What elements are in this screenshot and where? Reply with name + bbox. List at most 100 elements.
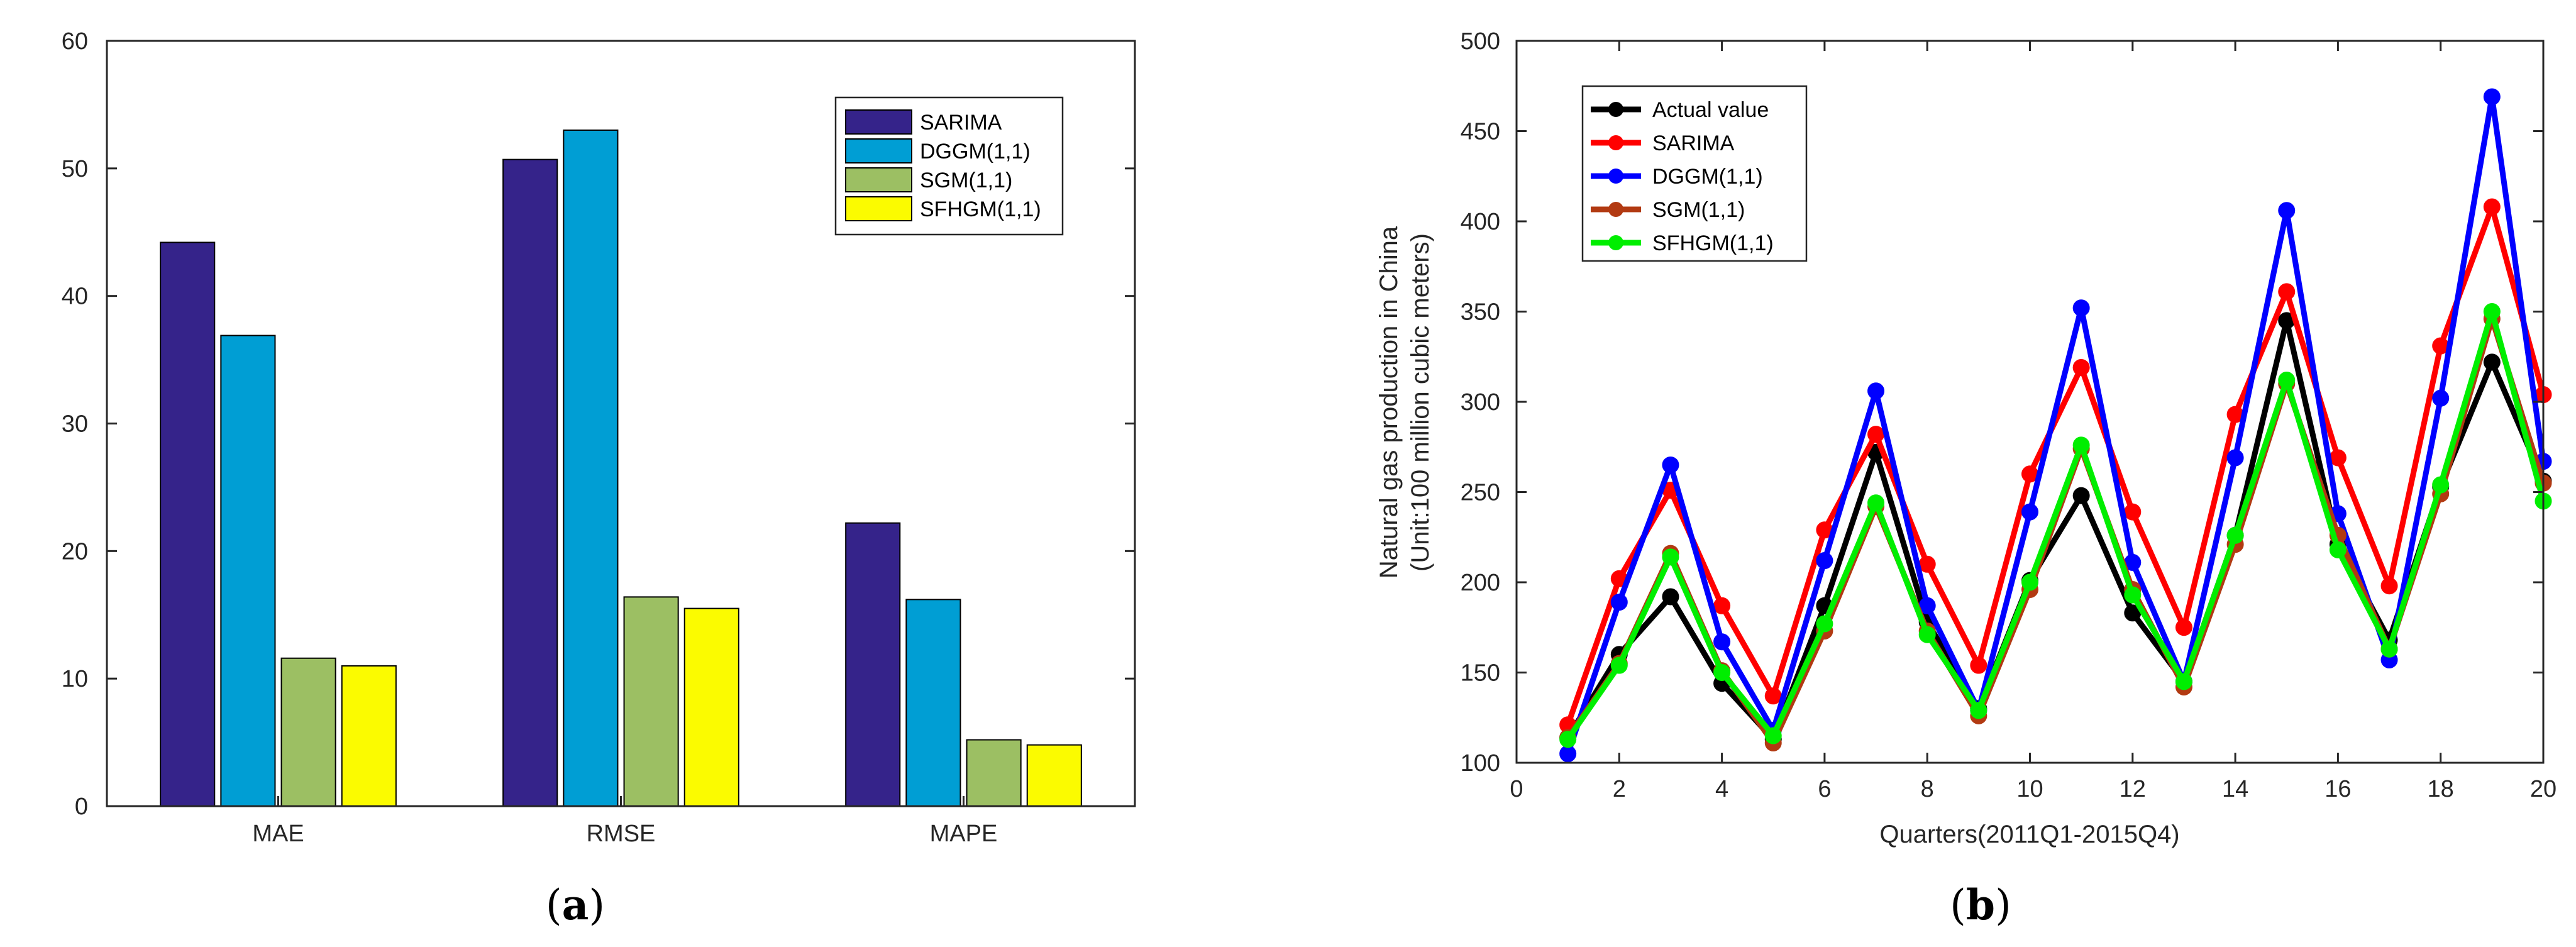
point-sarima-q17 — [2380, 577, 2398, 595]
panel-label-a-close: ) — [589, 881, 605, 929]
panel-label-a: (a) — [546, 880, 605, 929]
x-tick-label-b: 10 — [2016, 776, 2043, 802]
x-tick-label-b: 6 — [1818, 776, 1831, 802]
legend-marker-dggm-1-1 — [1608, 169, 1623, 184]
point-sfhgm-1-1-q4 — [1713, 664, 1731, 681]
legend-swatch-sfhgm-1-1 — [845, 196, 912, 221]
point-sarima-q11 — [2072, 358, 2090, 376]
legend-label-sfhgm-1-1: SFHGM(1,1) — [920, 197, 1041, 221]
point-sfhgm-1-1-q13 — [2175, 673, 2192, 690]
bar-chart-bars — [160, 129, 1082, 807]
point-dggm-1-1-q6 — [1816, 552, 1833, 570]
point-sfhgm-1-1-q19 — [2483, 303, 2501, 320]
x-axis-b: 0 2 4 6 8 10 12 14 16 18 20 — [1510, 41, 2557, 802]
legend-label-sarima: SARIMA — [920, 111, 1002, 135]
point-dggm-1-1-q4 — [1713, 633, 1731, 651]
bar-sfhgm-1-1-rmse — [683, 607, 739, 807]
series-line-actual-value — [1565, 318, 2546, 743]
point-dggm-1-1-q2 — [1610, 594, 1628, 611]
legend-label-actual-value: Actual value — [1652, 98, 1769, 122]
point-sfhgm-1-1-q8 — [1918, 626, 1936, 643]
legend-a: SARIMA DGGM(1,1) SGM(1,1) SFHGM(1,1) — [834, 96, 1064, 236]
y-tick-label-b: 250 — [1461, 480, 1500, 506]
point-sfhgm-1-1-q17 — [2380, 640, 2398, 658]
x-tick-label-b: 18 — [2428, 776, 2454, 802]
x-tick-label-b: 16 — [2324, 776, 2351, 802]
y-tick-label-b: 300 — [1461, 389, 1500, 416]
y-tick-label-a: 40 — [62, 284, 88, 310]
y-tick-label-b: 450 — [1461, 119, 1500, 145]
point-dggm-1-1-q15 — [2278, 202, 2296, 219]
legend-label-dggm-1-1: DGGM(1,1) — [920, 140, 1031, 163]
point-sfhgm-1-1-q5 — [1764, 727, 1782, 745]
y-tick-label-b: 200 — [1461, 570, 1500, 596]
x-axis-label-b: Quarters(2011Q1-2015Q4) — [1879, 821, 2179, 848]
x-axis-a: MAE RMSE MAPE — [252, 796, 997, 847]
series-line-sfhgm-1-1 — [1565, 309, 2546, 741]
point-dggm-1-1-q10 — [2021, 503, 2038, 521]
y-tick-label-b: 150 — [1461, 660, 1500, 687]
y-axis-a: 0 10 20 30 40 50 60 — [62, 28, 1135, 820]
point-sfhgm-1-1-q16 — [2329, 541, 2347, 558]
bar-sgm-1-1-mape — [966, 739, 1022, 807]
bar-chart-error-metrics: 0 10 20 30 40 50 60 MAE RMSE MAPE SARIMA DGGM(1,1… — [62, 28, 1136, 847]
point-sfhgm-1-1-q9 — [1970, 702, 1987, 719]
point-sarima-q9 — [1970, 656, 1987, 674]
legend-swatch-sarima — [845, 109, 912, 135]
legend-label-sarima: SARIMA — [1652, 131, 1735, 155]
point-sarima-q13 — [2175, 619, 2192, 636]
bar-dggm-1-1-rmse — [563, 129, 619, 807]
point-dggm-1-1-q11 — [2072, 299, 2090, 317]
bar-sfhgm-1-1-mae — [341, 665, 397, 807]
y-tick-label-a: 20 — [62, 538, 88, 565]
y-axis-b: 100 150 200 250 300 350 400 450 500 — [1461, 28, 2543, 777]
y-tick-label-a: 60 — [62, 28, 88, 55]
x-tick-label-mae: MAE — [252, 821, 304, 847]
point-sfhgm-1-1-q10 — [2021, 573, 2038, 591]
point-sarima-q19 — [2483, 198, 2501, 216]
legend-marker-sgm-1-1 — [1608, 202, 1623, 217]
point-dggm-1-1-q18 — [2432, 389, 2450, 407]
bar-sgm-1-1-mae — [280, 657, 336, 807]
point-sfhgm-1-1-q14 — [2226, 526, 2244, 544]
point-sfhgm-1-1-q11 — [2072, 436, 2090, 454]
point-sfhgm-1-1-q6 — [1816, 615, 1833, 633]
bar-dggm-1-1-mae — [220, 335, 276, 807]
point-dggm-1-1-q3 — [1662, 456, 1679, 474]
point-sfhgm-1-1-q12 — [2124, 586, 2142, 604]
point-sfhgm-1-1-q1 — [1559, 731, 1577, 748]
legend-swatch-dggm-1-1 — [845, 138, 912, 163]
point-sarima-q12 — [2124, 503, 2142, 521]
x-tick-label-rmse: RMSE — [587, 821, 656, 847]
panel-label-b: (b) — [1950, 880, 2011, 929]
legend-label-sfhgm-1-1: SFHGM(1,1) — [1652, 231, 1774, 255]
point-sfhgm-1-1-q15 — [2278, 372, 2296, 389]
point-sfhgm-1-1-q7 — [1867, 494, 1885, 512]
y-tick-label-b: 350 — [1461, 299, 1500, 326]
panel-label-a-open: ( — [546, 881, 562, 929]
bar-dggm-1-1-mape — [905, 599, 961, 807]
y-axis-label-b-line1: Natural gas production in China — [1375, 226, 1403, 579]
y-tick-label-b: 100 — [1461, 750, 1500, 777]
x-tick-label-mape: MAPE — [930, 821, 998, 847]
y-tick-label-a: 30 — [62, 411, 88, 438]
panel-label-b-close: ) — [1995, 881, 2011, 929]
y-axis-label-b-line2: (Unit:100 million cubic meters) — [1407, 233, 1434, 572]
legend-label-sgm-1-1: SGM(1,1) — [920, 169, 1012, 192]
line-chart-series — [1559, 88, 2552, 763]
point-sarima-q15 — [2278, 283, 2296, 301]
point-dggm-1-1-q19 — [2483, 88, 2501, 106]
legend-marker-actual-value — [1608, 102, 1623, 117]
legend-marker-sfhgm-1-1 — [1608, 235, 1623, 250]
x-tick-label-b: 8 — [1921, 776, 1934, 802]
x-tick-label-b: 4 — [1715, 776, 1728, 802]
bar-sfhgm-1-1-mape — [1026, 744, 1082, 807]
y-tick-label-b: 400 — [1461, 209, 1500, 235]
series-line-sgm-1-1 — [1565, 316, 2546, 746]
panel-label-a-letter: a — [562, 880, 589, 929]
x-tick-label-b: 12 — [2120, 776, 2146, 802]
point-sarima-q4 — [1713, 597, 1731, 614]
legend-label-sgm-1-1: SGM(1,1) — [1652, 198, 1745, 222]
